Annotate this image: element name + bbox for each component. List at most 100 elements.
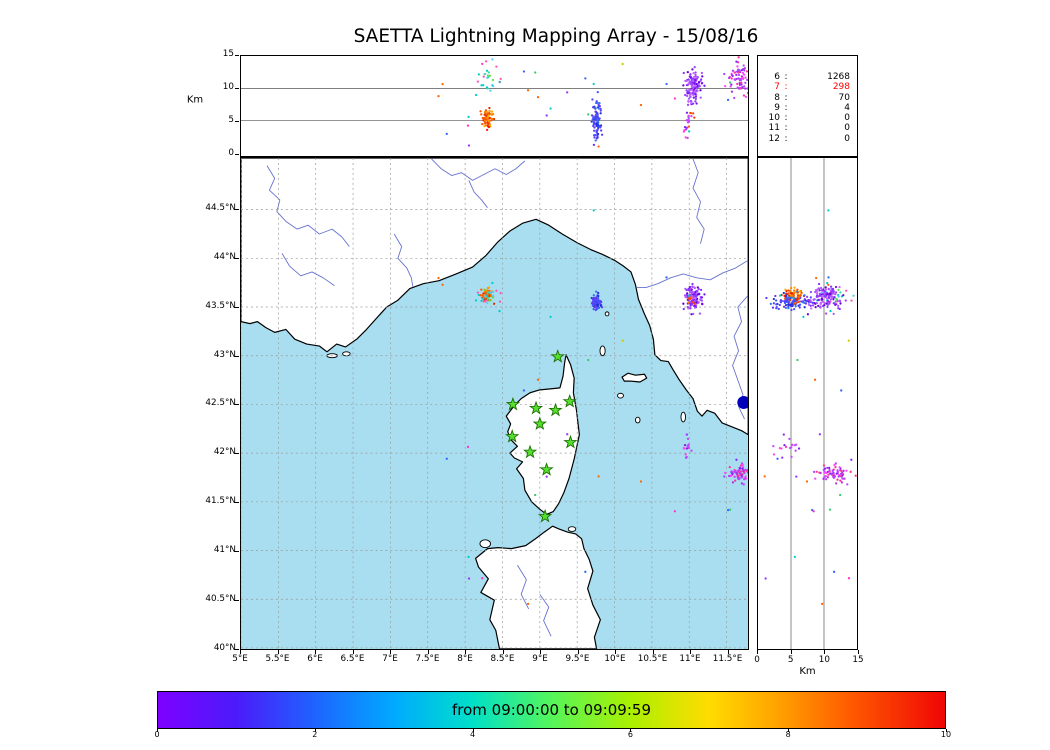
lat-tick-label: 40°N: [213, 643, 236, 654]
lat-tick-label: 42.5°N: [205, 398, 236, 409]
lat-tick-label: 41.5°N: [205, 496, 236, 507]
lon-tick-mark: [502, 650, 504, 654]
legend-row: 11:0: [768, 123, 850, 134]
top-altitude-tick-label: 15: [222, 49, 234, 60]
lon-tick-label: 7°E: [382, 654, 398, 664]
station-count-legend: 6:1268 7:298 8:70 9:4 10:0 11:0 12:0: [757, 55, 858, 157]
lat-tick-label: 42°N: [213, 447, 236, 458]
lat-tick-mark: [235, 600, 239, 602]
colorbar-tick-mark: [157, 729, 158, 732]
lat-tick-mark: [235, 648, 239, 650]
colorbar-tick-mark: [946, 729, 947, 732]
legend-row: 7:298: [774, 82, 850, 93]
lon-tick-label: 10°E: [604, 654, 626, 664]
lon-tick-mark: [277, 650, 279, 654]
lon-tick-mark: [315, 650, 316, 654]
top-altitude-tick-label: 10: [222, 82, 234, 93]
top-panel-km-axis-label: Km: [186, 94, 204, 106]
legend-row: 12:0: [768, 133, 850, 144]
colorbar-label: from 09:00:00 to 09:09:59: [451, 701, 651, 719]
top-altitude-tick-mark: [235, 55, 239, 56]
lon-tick-mark: [652, 650, 654, 654]
lon-tick-mark: [465, 650, 466, 654]
top-altitude-tick-mark: [235, 121, 239, 122]
lon-tick-mark: [352, 650, 354, 654]
lon-tick-mark: [540, 650, 541, 654]
lat-tick-mark: [235, 404, 239, 406]
lon-tick-mark: [727, 650, 729, 654]
colorbar-tick-label: 0: [154, 730, 160, 739]
colorbar-tick-label: 6: [627, 730, 633, 739]
lightning-points-altitude-latitude: [763, 209, 857, 606]
lon-tick-mark: [240, 650, 241, 654]
lat-tick-label: 43°N: [213, 349, 236, 360]
right-altitude-tick-mark: [857, 650, 859, 654]
lon-tick-label: 11.5°E: [712, 654, 743, 664]
legend-row: 6:1268: [774, 72, 850, 82]
lat-tick-mark: [235, 502, 239, 504]
lon-tick-label: 9.5°E: [565, 654, 590, 664]
lat-tick-mark: [235, 208, 239, 210]
altitude-longitude-panel: [240, 55, 749, 157]
legend-row: 8:70: [774, 92, 850, 103]
chart-title: SAETTA Lightning Mapping Array - 15/08/1…: [353, 26, 759, 47]
lat-tick-label: 40.5°N: [205, 594, 236, 605]
right-altitude-tick-label: 10: [818, 655, 830, 665]
map-grid: [241, 158, 748, 649]
lon-tick-label: 9°E: [532, 654, 548, 664]
lat-tick-label: 44°N: [213, 251, 236, 262]
lat-tick-mark: [235, 551, 239, 553]
legend-row: 10:0: [768, 113, 850, 124]
colorbar-tick-label: 2: [312, 730, 318, 739]
top-altitude-tick-label: 0: [228, 148, 234, 159]
lat-tick-mark: [235, 306, 239, 308]
colorbar-tick-mark: [788, 729, 790, 732]
lat-tick-label: 41°N: [213, 545, 236, 556]
lon-tick-label: 11°E: [679, 654, 701, 664]
lat-tick-label: 43.5°N: [205, 300, 236, 311]
right-altitude-tick-label: 0: [754, 655, 760, 665]
colorbar-tick-mark: [630, 729, 632, 732]
lon-tick-mark: [577, 650, 579, 654]
right-altitude-tick-mark: [757, 650, 758, 654]
altitude-longitude-canvas: [241, 56, 748, 148]
lon-tick-label: 7.5°E: [415, 654, 440, 664]
right-altitude-tick-mark: [790, 650, 792, 654]
colorbar-tick-mark: [472, 729, 474, 732]
lma-station-stars: [505, 349, 578, 523]
lat-tick-mark: [235, 453, 239, 455]
right-altitude-tick-label: 5: [787, 655, 794, 665]
altitude-latitude-panel: [757, 157, 858, 650]
dense-cluster-blob: [737, 396, 748, 409]
right-panel-km-axis-label: Km: [799, 666, 816, 677]
colorbar-tick-mark: [314, 729, 316, 732]
lat-tick-label: 44.5°N: [205, 202, 236, 213]
top-altitude-tick-label: 5: [228, 115, 234, 126]
lon-tick-label: 6.5°E: [340, 654, 365, 664]
map-canvas: [241, 158, 748, 649]
lon-tick-mark: [615, 650, 616, 654]
rivers: [266, 158, 748, 637]
coastlines: [241, 158, 748, 649]
top-altitude-tick-mark: [235, 88, 239, 89]
lon-tick-label: 8.5°E: [490, 654, 515, 664]
lightning-points-map: [437, 209, 748, 606]
right-altitude-tick-mark: [824, 650, 826, 654]
colorbar-tick-label: 10: [940, 730, 952, 739]
right-altitude-tick-label: 15: [852, 655, 864, 665]
legend-row: 9:4: [774, 102, 850, 113]
altitude-latitude-canvas: [763, 158, 857, 649]
colorbar-tick-label: 4: [470, 730, 476, 739]
lon-tick-label: 10.5°E: [637, 654, 668, 664]
colorbar-tick-label: 8: [785, 730, 791, 739]
lon-tick-label: 5.5°E: [265, 654, 290, 664]
lon-tick-mark: [690, 650, 691, 654]
map-panel: [240, 157, 749, 650]
top-altitude-tick-mark: [235, 154, 239, 155]
lon-tick-mark: [427, 650, 429, 654]
lon-tick-label: 8°E: [457, 654, 473, 664]
lightning-points-altitude-longitude: [437, 56, 748, 148]
lon-tick-mark: [390, 650, 391, 654]
lat-tick-mark: [235, 257, 239, 259]
